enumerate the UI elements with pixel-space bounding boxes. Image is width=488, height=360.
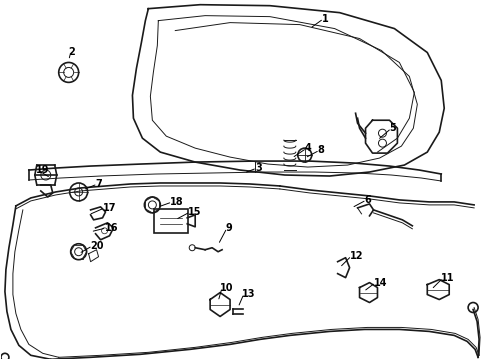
Text: 4: 4 [304, 143, 311, 153]
Text: 2: 2 [68, 48, 75, 58]
Text: 5: 5 [388, 123, 395, 133]
Text: 19: 19 [36, 165, 49, 175]
Text: 14: 14 [373, 278, 386, 288]
Text: 18: 18 [170, 197, 183, 207]
Text: 1: 1 [321, 14, 328, 24]
Text: 12: 12 [349, 251, 363, 261]
Text: 8: 8 [317, 145, 324, 155]
Text: 7: 7 [95, 179, 102, 189]
Text: 13: 13 [242, 289, 255, 298]
Text: 10: 10 [220, 283, 233, 293]
Text: 16: 16 [104, 223, 118, 233]
Text: 6: 6 [364, 195, 370, 205]
Text: 3: 3 [254, 163, 261, 173]
Text: 11: 11 [440, 273, 454, 283]
Text: 20: 20 [90, 241, 104, 251]
Text: 15: 15 [188, 207, 202, 217]
Text: 9: 9 [224, 223, 231, 233]
Text: 17: 17 [102, 203, 116, 213]
